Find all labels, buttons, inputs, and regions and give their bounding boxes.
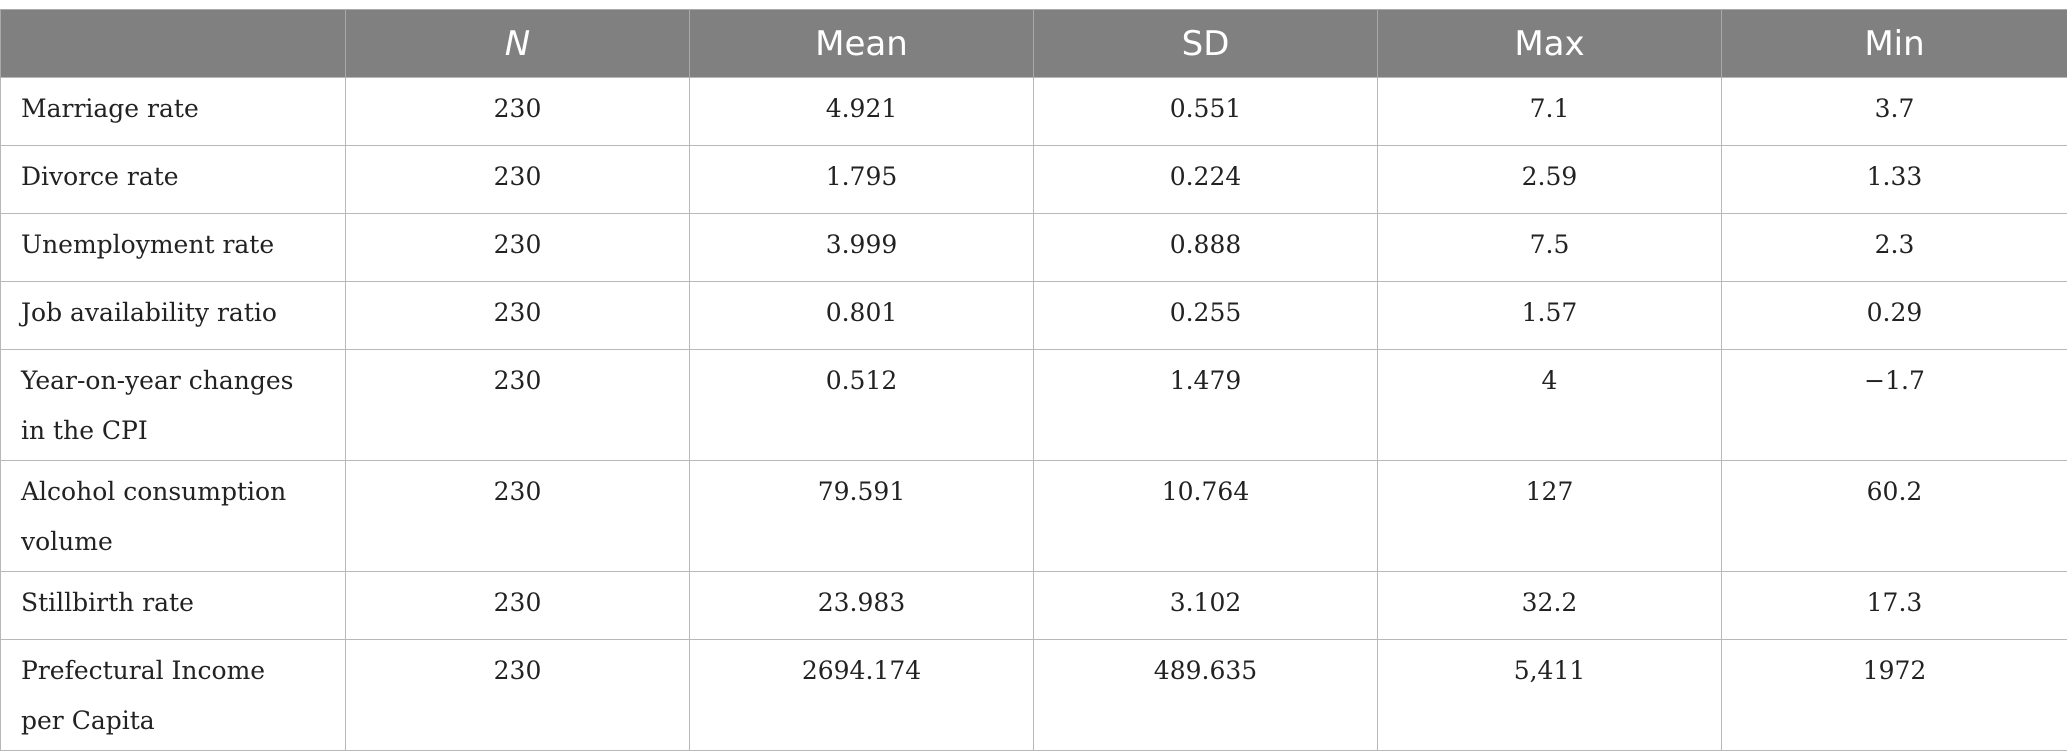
cell-n: 230 <box>346 572 690 640</box>
cell-max: 127 <box>1378 461 1722 572</box>
cell-n: 230 <box>346 146 690 214</box>
cell-n: 230 <box>346 78 690 146</box>
cell-max: 4 <box>1378 350 1722 461</box>
cell-min: 3.7 <box>1722 78 2067 146</box>
table-row: Marriage rate 230 4.921 0.551 7.1 3.7 <box>1 78 2067 146</box>
cell-mean: 3.999 <box>690 214 1034 282</box>
cell-max: 7.5 <box>1378 214 1722 282</box>
cell-sd: 3.102 <box>1034 572 1378 640</box>
row-label: Year-on-year changes in the CPI <box>1 350 346 461</box>
cell-max: 5,411 <box>1378 640 1722 751</box>
header-cell-min: Min <box>1722 10 2067 78</box>
table-row: Prefectural Income per Capita 230 2694.1… <box>1 640 2067 751</box>
cell-max: 32.2 <box>1378 572 1722 640</box>
cell-sd: 0.888 <box>1034 214 1378 282</box>
cell-min: 60.2 <box>1722 461 2067 572</box>
table-row: Divorce rate 230 1.795 0.224 2.59 1.33 <box>1 146 2067 214</box>
header-row: N Mean SD Max Min <box>1 10 2067 78</box>
cell-sd: 0.224 <box>1034 146 1378 214</box>
header-cell-max: Max <box>1378 10 1722 78</box>
row-label: Divorce rate <box>1 146 346 214</box>
header-cell-blank <box>1 10 346 78</box>
cell-max: 1.57 <box>1378 282 1722 350</box>
row-label: Unemployment rate <box>1 214 346 282</box>
summary-statistics-table-wrapper: N Mean SD Max Min Marriage rate 230 4.92… <box>0 9 2067 751</box>
row-label: Alcohol consumption volume <box>1 461 346 572</box>
cell-sd: 0.551 <box>1034 78 1378 146</box>
cell-n: 230 <box>346 282 690 350</box>
cell-sd: 1.479 <box>1034 350 1378 461</box>
cell-mean: 0.512 <box>690 350 1034 461</box>
cell-n: 230 <box>346 350 690 461</box>
cell-min: 2.3 <box>1722 214 2067 282</box>
summary-statistics-table: N Mean SD Max Min Marriage rate 230 4.92… <box>0 9 2067 751</box>
header-cell-mean: Mean <box>690 10 1034 78</box>
row-label: Job availability ratio <box>1 282 346 350</box>
row-label: Marriage rate <box>1 78 346 146</box>
cell-mean: 1.795 <box>690 146 1034 214</box>
table-row: Alcohol consumption volume 230 79.591 10… <box>1 461 2067 572</box>
cell-mean: 79.591 <box>690 461 1034 572</box>
cell-mean: 23.983 <box>690 572 1034 640</box>
cell-min: −1.7 <box>1722 350 2067 461</box>
header-cell-sd: SD <box>1034 10 1378 78</box>
table-row: Unemployment rate 230 3.999 0.888 7.5 2.… <box>1 214 2067 282</box>
cell-mean: 0.801 <box>690 282 1034 350</box>
cell-max: 7.1 <box>1378 78 1722 146</box>
row-label: Prefectural Income per Capita <box>1 640 346 751</box>
cell-min: 0.29 <box>1722 282 2067 350</box>
cell-sd: 10.764 <box>1034 461 1378 572</box>
cell-n: 230 <box>346 640 690 751</box>
table-row: Year-on-year changes in the CPI 230 0.51… <box>1 350 2067 461</box>
cell-min: 1972 <box>1722 640 2067 751</box>
cell-n: 230 <box>346 214 690 282</box>
cell-n: 230 <box>346 461 690 572</box>
cell-max: 2.59 <box>1378 146 1722 214</box>
row-label: Stillbirth rate <box>1 572 346 640</box>
table-row: Stillbirth rate 230 23.983 3.102 32.2 17… <box>1 572 2067 640</box>
cell-mean: 2694.174 <box>690 640 1034 751</box>
cell-min: 17.3 <box>1722 572 2067 640</box>
table-row: Job availability ratio 230 0.801 0.255 1… <box>1 282 2067 350</box>
cell-min: 1.33 <box>1722 146 2067 214</box>
cell-sd: 489.635 <box>1034 640 1378 751</box>
cell-mean: 4.921 <box>690 78 1034 146</box>
cell-sd: 0.255 <box>1034 282 1378 350</box>
header-cell-n: N <box>346 10 690 78</box>
